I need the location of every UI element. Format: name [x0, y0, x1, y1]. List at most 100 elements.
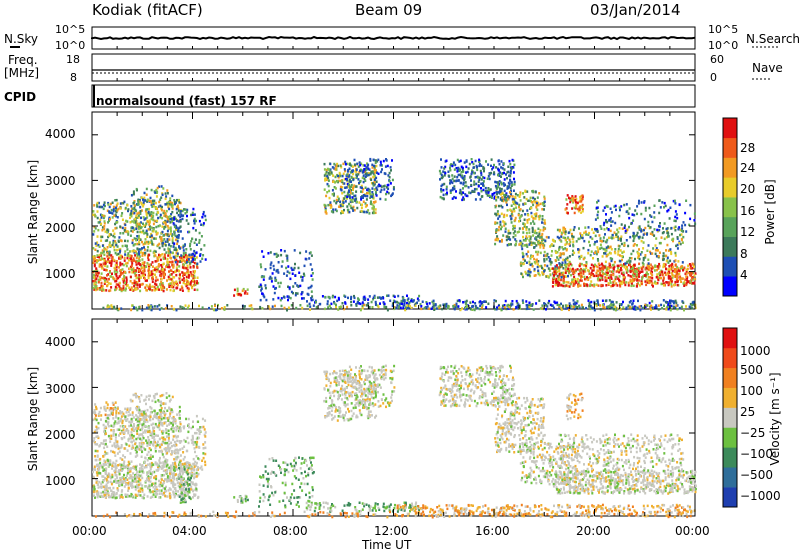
pixel — [108, 210, 111, 213]
pixel — [294, 282, 297, 285]
pixel — [614, 251, 617, 255]
pixel — [566, 194, 569, 197]
pixel — [372, 175, 375, 179]
pixel — [468, 162, 471, 166]
pixel — [691, 304, 694, 307]
pixel — [310, 297, 313, 300]
pixel — [573, 282, 575, 285]
pixel — [570, 305, 573, 308]
pixel — [327, 184, 330, 188]
pixel — [541, 244, 544, 247]
pixel — [537, 272, 540, 276]
pixel — [497, 185, 500, 189]
pixel — [506, 243, 509, 247]
pixel — [353, 158, 356, 162]
pixel — [541, 271, 544, 274]
pixel — [581, 306, 584, 309]
pixel — [662, 227, 664, 230]
pixel — [506, 171, 509, 174]
pixel — [462, 187, 464, 190]
pixel — [449, 169, 452, 172]
pixel — [572, 305, 575, 309]
pixel — [682, 301, 685, 304]
pixel — [585, 266, 588, 270]
pixel — [192, 226, 195, 230]
pixel — [678, 241, 681, 245]
pixel — [654, 244, 657, 247]
pixel — [543, 302, 546, 305]
pixel — [595, 252, 598, 256]
pixel — [357, 165, 360, 168]
pixel — [591, 269, 594, 272]
pixel — [277, 261, 280, 264]
pixel — [350, 206, 353, 210]
pixel — [630, 275, 633, 278]
pixel — [410, 306, 413, 310]
pixel — [143, 261, 146, 264]
pixel — [606, 273, 609, 276]
pixel — [667, 231, 670, 234]
pixel — [169, 496, 172, 500]
pixel — [610, 220, 613, 223]
pixel — [473, 187, 476, 191]
pixel — [676, 237, 679, 240]
pixel — [273, 252, 276, 256]
pixel — [445, 188, 448, 191]
pixel — [506, 176, 508, 180]
pixel — [148, 263, 151, 267]
pixel — [187, 270, 190, 273]
pixel — [187, 272, 190, 275]
pixel — [342, 182, 345, 185]
pixel — [468, 191, 471, 194]
pixel — [593, 274, 596, 278]
pixel — [638, 257, 641, 261]
pixel — [164, 233, 167, 236]
pixel — [126, 495, 129, 498]
pixel — [506, 214, 508, 217]
pixel — [498, 240, 501, 243]
pixel — [112, 239, 115, 243]
pixel — [259, 283, 262, 286]
pixel — [379, 197, 382, 201]
pixel — [665, 301, 668, 304]
pixel — [479, 198, 482, 201]
pixel — [617, 266, 620, 269]
pixel — [599, 271, 602, 275]
pixel — [686, 280, 689, 284]
pixel — [584, 277, 587, 281]
pixel — [360, 198, 363, 201]
pixel — [655, 276, 658, 279]
pixel — [498, 174, 501, 177]
pixel — [588, 240, 590, 244]
pixel — [562, 267, 565, 270]
pixel — [612, 267, 615, 270]
pixel — [190, 260, 193, 263]
pixel — [403, 299, 406, 302]
pixel — [524, 259, 526, 262]
pixel — [622, 276, 625, 279]
pixel — [521, 209, 524, 213]
pixel — [509, 190, 511, 194]
pixel — [156, 305, 159, 308]
pixel — [676, 247, 679, 250]
pixel — [326, 182, 329, 186]
pixel — [135, 238, 138, 242]
pixel — [138, 283, 141, 286]
pixel — [614, 277, 617, 281]
pixel — [462, 191, 465, 194]
pixel — [100, 272, 103, 275]
pixel — [654, 265, 656, 268]
pixel — [514, 192, 517, 196]
pixel — [626, 260, 629, 264]
pixel — [176, 468, 179, 471]
pixel — [584, 270, 587, 273]
pixel — [138, 305, 141, 309]
pixel — [161, 205, 163, 209]
pixel — [465, 308, 468, 311]
pixel — [352, 209, 355, 212]
pixel — [631, 213, 634, 216]
pixel — [93, 230, 96, 233]
pixel — [167, 489, 170, 492]
pixel — [599, 225, 602, 228]
pixel — [107, 282, 110, 285]
